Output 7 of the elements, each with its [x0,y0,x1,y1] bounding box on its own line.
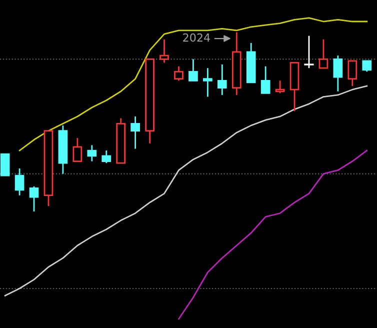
candlestick [87,144,97,162]
candlestick [130,116,140,150]
candlestick [217,64,227,96]
candlestick [232,32,242,96]
annotation: 2024 [183,33,210,42]
candlestick [203,67,212,98]
candlestick [333,54,343,92]
